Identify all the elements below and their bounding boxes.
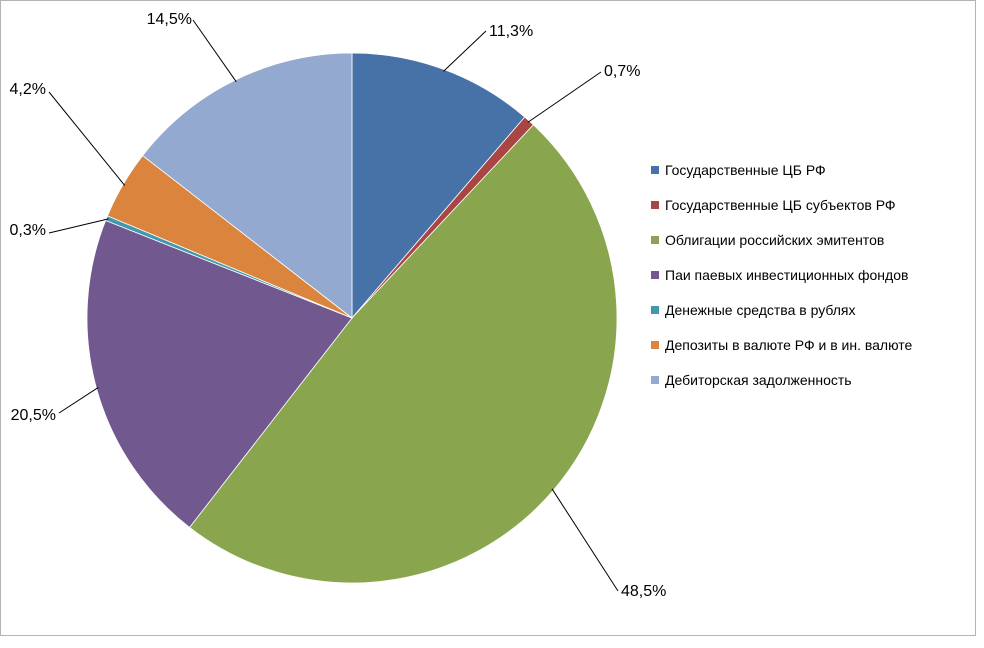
leader-lines [48, 19, 619, 592]
data-label: 20,5% [11, 407, 56, 424]
legend-label: Дебиторская задолженность [665, 371, 852, 388]
leader-line [551, 488, 619, 592]
legend-label: Паи паевых инвестиционных фондов [665, 266, 909, 283]
legend-item: Государственные ЦБ РФ [651, 152, 971, 187]
pie-slices [86, 52, 618, 584]
leader-line [48, 218, 109, 234]
legend-item: Государственные ЦБ субъектов РФ [651, 187, 971, 222]
leader-line [527, 71, 602, 123]
legend-item: Денежные средства в рублях [651, 292, 971, 327]
data-label: 11,3% [489, 23, 533, 40]
legend-item: Паи паевых инвестиционных фондов [651, 257, 971, 292]
data-label: 0,7% [604, 63, 640, 80]
leader-line [443, 30, 487, 72]
leader-line [48, 91, 126, 186]
legend-item: Депозиты в валюте РФ и в ин. валюте [651, 327, 971, 362]
data-labels: 11,3% 0,7% 48,5% 20,5% 0,3% 4,2% 14,5% [10, 11, 667, 600]
legend-label: Государственные ЦБ РФ [665, 161, 826, 178]
pie-slice [189, 124, 618, 584]
legend-swatch [651, 270, 659, 279]
legend-swatch [651, 340, 659, 349]
pie-slice [351, 52, 526, 320]
legend-swatch [651, 165, 659, 174]
pie-slice [86, 219, 353, 528]
data-label: 48,5% [621, 583, 666, 600]
legend-swatch [651, 375, 659, 384]
leader-line [58, 386, 99, 414]
legend-swatch [651, 305, 659, 314]
legend-label: Облигации российских эмитентов [665, 231, 885, 248]
leader-line [192, 19, 237, 83]
data-label: 14,5% [147, 11, 192, 28]
legend-item: Облигации российских эмитентов [651, 222, 971, 257]
legend-swatch [651, 200, 659, 209]
data-label: 4,2% [10, 81, 46, 98]
legend-label: Депозиты в валюте РФ и в ин. валюте [665, 336, 913, 353]
legend-label: Денежные средства в рублях [665, 301, 856, 318]
legend-item: Дебиторская задолженность [651, 362, 971, 397]
data-label: 0,3% [10, 222, 46, 239]
legend-label: Государственные ЦБ субъектов РФ [665, 196, 896, 213]
legend: Государственные ЦБ РФ Государственные ЦБ… [651, 152, 971, 397]
legend-swatch [651, 235, 659, 244]
